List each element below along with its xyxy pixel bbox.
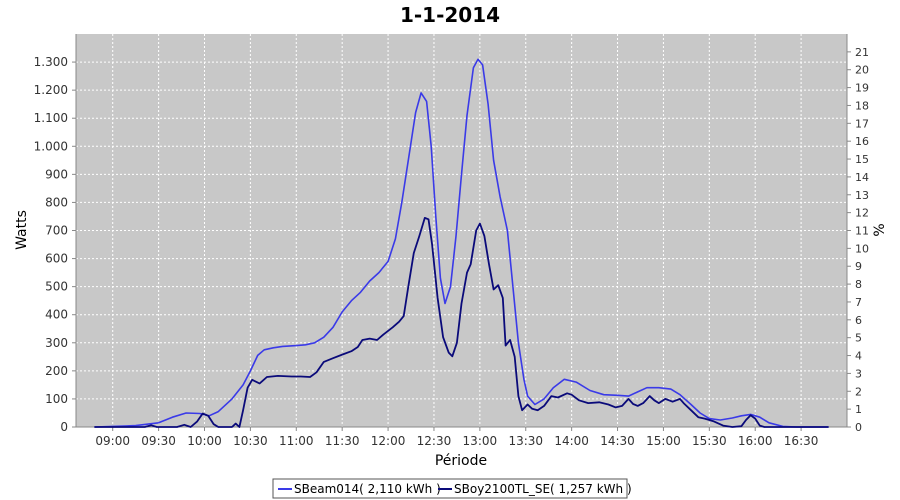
x-tick-label: 09:00 [95,434,130,448]
y2-tick-label: 4 [855,350,862,363]
x-tick-label: 16:30 [784,434,819,448]
y2-tick-label: 8 [855,278,862,291]
y2-tick-label: 19 [855,82,869,95]
y-tick-label: 0 [60,420,68,434]
y-tick-label: 200 [45,364,68,378]
y2-tick-label: 16 [855,135,869,148]
y2-tick-label: 6 [855,314,862,327]
series-line-1 [94,217,829,428]
series-lines [94,58,829,428]
y-tick-label: 600 [45,252,68,266]
y-tick-label: 1.300 [34,55,68,69]
y-axis-ticks: 0 100 200 300 400 500 600 700 800 900 1.000 1.100 1.… [34,55,76,434]
y-tick-label: 800 [45,195,68,209]
y2-tick-label: 1 [855,403,862,416]
y2-tick-label: 20 [855,64,869,77]
x-tick-label: 11:30 [325,434,360,448]
series-line-0 [94,58,829,428]
y-tick-label: 1.000 [34,139,68,153]
y2-tick-label: 12 [855,207,869,220]
y-tick-label: 900 [45,167,68,181]
x-axis-label: Période [435,453,487,469]
y-tick-label: 400 [45,308,68,322]
legend-label-0: SBeam014( 2,110 kWh ) [294,482,441,496]
y2-tick-label: 14 [855,171,869,184]
x-tick-label: 14:00 [554,434,589,448]
y2-tick-label: 21 [855,46,869,59]
y2-tick-label: 0 [855,421,862,434]
y2-tick-label: 3 [855,367,862,380]
y2-tick-label: 5 [855,332,862,345]
x-tick-label: 10:00 [187,434,222,448]
x-tick-label: 15:30 [692,434,727,448]
x-tick-label: 13:00 [463,434,498,448]
y-tick-label: 100 [45,392,68,406]
x-axis-ticks: 09:00 09:30 10:00 10:30 11:00 11:30 12:00 12:30… [95,427,818,448]
x-tick-label: 13:30 [508,434,543,448]
y2-tick-label: 18 [855,99,869,112]
x-tick-label: 09:30 [141,434,176,448]
y2-tick-label: 7 [855,296,862,309]
x-tick-label: 12:00 [371,434,406,448]
y-tick-label: 1.100 [34,111,68,125]
y2-tick-label: 2 [855,385,862,398]
x-tick-label: 16:00 [738,434,773,448]
chart-title: 1-1-2014 [400,3,500,27]
y2-axis-label: % [872,223,888,236]
y2-tick-label: 9 [855,260,862,273]
x-tick-label: 15:00 [646,434,681,448]
y-tick-label: 1.200 [34,83,68,97]
y2-tick-label: 11 [855,225,869,238]
x-tick-label: 11:00 [279,434,314,448]
y2-tick-label: 13 [855,189,869,202]
y2-tick-label: 17 [855,117,869,130]
y2-tick-label: 15 [855,153,869,166]
y2-tick-label: 10 [855,242,869,255]
y-axis-label: Watts [14,210,30,250]
legend: SBeam014( 2,110 kWh ) SBoy2100TL_SE( 1,2… [272,478,632,499]
x-tick-label: 10:30 [233,434,268,448]
x-tick-label: 14:30 [600,434,635,448]
y-tick-label: 700 [45,224,68,238]
x-tick-label: 12:30 [417,434,452,448]
legend-label-1: SBoy2100TL_SE( 1,257 kWh ) [454,482,632,496]
y-tick-label: 500 [45,280,68,294]
y-tick-label: 300 [45,336,68,350]
